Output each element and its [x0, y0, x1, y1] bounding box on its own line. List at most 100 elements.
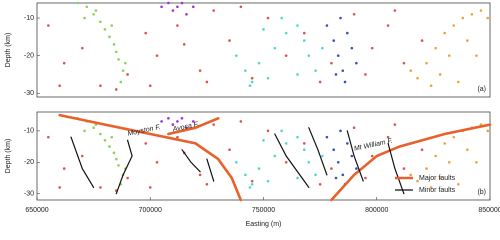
point — [121, 69, 125, 72]
point — [420, 148, 424, 152]
point — [318, 182, 322, 186]
point — [350, 154, 354, 158]
point — [248, 84, 252, 88]
point — [126, 73, 129, 76]
point — [176, 120, 179, 123]
y-tick-label: -10 — [24, 128, 34, 135]
point — [296, 73, 299, 76]
point — [302, 31, 306, 35]
point — [198, 173, 202, 177]
point — [205, 80, 209, 84]
point — [284, 160, 288, 164]
point — [330, 167, 333, 170]
point — [296, 135, 299, 139]
point — [318, 80, 322, 84]
point — [456, 80, 460, 84]
point — [99, 84, 102, 88]
point — [350, 46, 354, 50]
point — [108, 145, 111, 148]
point — [239, 5, 243, 9]
point — [239, 120, 243, 123]
point — [76, 1, 80, 5]
point — [302, 148, 306, 152]
point — [409, 69, 413, 72]
point — [262, 138, 265, 142]
point — [307, 160, 311, 164]
point — [296, 176, 299, 180]
plot-frame — [36, 2, 491, 98]
point — [124, 61, 127, 65]
point — [461, 16, 465, 20]
point — [176, 5, 179, 9]
point — [103, 28, 107, 31]
point — [144, 142, 148, 145]
point — [447, 160, 451, 164]
point — [144, 31, 148, 35]
point — [425, 61, 428, 65]
y-axis-label: Depth (km) — [5, 139, 12, 174]
point — [244, 69, 247, 72]
y-tick-label: -20 — [24, 159, 34, 166]
x-tick-label: 700000 — [139, 207, 162, 214]
point — [321, 46, 324, 50]
point — [266, 179, 270, 183]
point — [191, 120, 195, 123]
point — [429, 186, 433, 189]
point — [114, 88, 118, 91]
point — [99, 20, 102, 24]
point — [235, 160, 238, 164]
point — [364, 73, 367, 76]
point — [332, 39, 336, 42]
point — [284, 31, 288, 35]
point — [425, 167, 428, 170]
point — [273, 154, 277, 158]
point — [47, 24, 50, 27]
point — [386, 135, 390, 139]
point — [250, 76, 254, 80]
point — [112, 151, 116, 155]
point — [280, 129, 283, 133]
point — [355, 167, 358, 170]
point — [119, 80, 123, 84]
point — [452, 24, 456, 27]
point — [443, 142, 447, 145]
point — [416, 76, 419, 80]
point — [479, 9, 483, 12]
panel-label: (a) — [477, 86, 486, 93]
y-tick-label: -30 — [24, 90, 34, 97]
point — [228, 148, 231, 152]
point — [334, 176, 338, 180]
point — [250, 182, 254, 186]
point — [355, 61, 358, 65]
point — [429, 84, 433, 88]
point — [438, 73, 442, 76]
point — [452, 135, 456, 139]
point — [475, 160, 478, 164]
x-tick-label: 800000 — [365, 207, 388, 214]
point — [475, 54, 478, 57]
point — [160, 120, 163, 123]
point — [393, 9, 397, 12]
point — [110, 135, 114, 139]
point — [198, 69, 202, 72]
point — [266, 76, 270, 80]
point — [341, 173, 345, 177]
point — [94, 9, 98, 12]
point — [81, 46, 84, 50]
point — [160, 5, 163, 9]
point — [155, 160, 159, 164]
point — [296, 24, 299, 27]
point — [185, 12, 188, 16]
point — [212, 9, 215, 12]
point — [167, 1, 170, 5]
x-tick-label: 850000 — [478, 207, 500, 214]
point — [302, 39, 306, 42]
point — [85, 5, 89, 9]
point — [325, 24, 329, 27]
point — [148, 186, 152, 189]
point — [434, 154, 437, 158]
point — [58, 186, 61, 189]
annotation: Avoca F. — [171, 121, 199, 134]
point — [302, 142, 306, 145]
point — [336, 54, 340, 57]
